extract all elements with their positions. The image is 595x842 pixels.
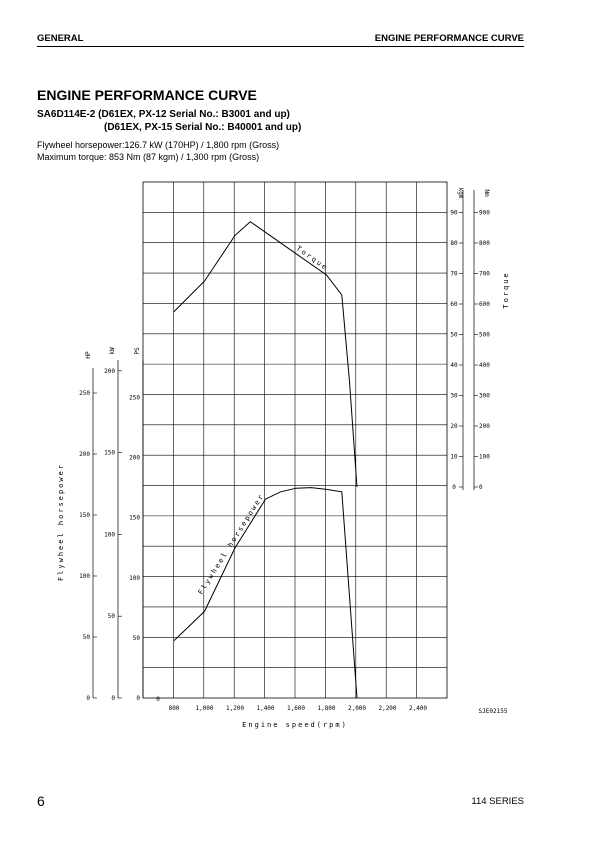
figure-code: SJE02155 <box>479 708 508 715</box>
hp-tick-label: 100 <box>79 573 90 580</box>
model-line-1: SA6D114E-2 (D61EX, PX-12 Serial No.: B30… <box>37 109 290 120</box>
kgm-tick-label: 10 <box>450 454 458 461</box>
x-tick-label: 1,000 <box>195 705 213 712</box>
nm-unit-label: Nm <box>483 189 490 197</box>
x-tick-label: 800 <box>169 705 180 712</box>
kgm-tick-label: 50 <box>450 332 458 339</box>
x-tick-label: 1,600 <box>287 705 305 712</box>
chart-grid <box>142 181 448 699</box>
nm-tick-label: 800 <box>479 240 490 247</box>
kw-tick-label: 200 <box>104 368 115 375</box>
nm-tick-label: 100 <box>479 454 490 461</box>
hp-tick-label: 150 <box>79 512 90 519</box>
hp-tick-label: 200 <box>79 451 90 458</box>
ps-tick-label: 100 <box>129 575 140 582</box>
nm-tick-label: 900 <box>479 210 490 217</box>
kgm-tick-label: 70 <box>450 271 458 278</box>
kgm-unit-label: kgm <box>457 188 464 199</box>
nm-tick-label: 500 <box>479 332 490 339</box>
nm-tick-label: 400 <box>479 362 490 369</box>
page-title: ENGINE PERFORMANCE CURVE <box>37 87 257 103</box>
series-name: 114 SERIES <box>471 796 524 807</box>
kgm-tick-label: 20 <box>450 423 458 430</box>
ps-tick-label: 150 <box>129 515 140 522</box>
ps-tick-label: 250 <box>129 395 140 402</box>
kgm-tick-label: 30 <box>450 393 458 400</box>
ps-tick-label: 200 <box>129 455 140 462</box>
nm-tick-label: 200 <box>479 423 490 430</box>
nm-tick-label: 0 <box>479 484 483 491</box>
kgm-tick-label: 80 <box>450 240 458 247</box>
kw-tick-label: 0 <box>111 695 115 702</box>
page-number: 6 <box>37 793 45 809</box>
torque-curve-label: Torque <box>295 244 330 272</box>
hp-tick-label: 250 <box>79 390 90 397</box>
ps-unit-label: PS <box>134 347 141 355</box>
x-tick-label: 1,800 <box>317 705 335 712</box>
kgm-tick-label: 60 <box>450 301 458 308</box>
kgm-tick-label: 90 <box>450 210 458 217</box>
x-tick-label: 1,400 <box>256 705 274 712</box>
x-tick-label: 2,200 <box>378 705 396 712</box>
x-tick-label: 2,000 <box>348 705 366 712</box>
kgm-tick-label: 0 <box>452 484 456 491</box>
torque-curve <box>173 221 358 488</box>
x-tick-label: 1,200 <box>226 705 244 712</box>
nm-tick-label: 600 <box>479 301 490 308</box>
kw-tick-label: 150 <box>104 450 115 457</box>
kw-tick-label: 100 <box>104 531 115 538</box>
nm-tick-label: 300 <box>479 393 490 400</box>
ps-tick-label: 50 <box>133 635 141 642</box>
x-axis-title: Engine speed(rpm) <box>242 721 348 729</box>
chart-axes: 800 1,000 1,200 1,400 1,600 1,800 2,000 2,200 2,… <box>79 190 490 712</box>
spec-horsepower: Flywheel horsepower:126.7 kW (170HP) / 1… <box>37 140 280 150</box>
header-rule <box>37 46 524 47</box>
chart-labels: Engine speed(rpm) SJE02155 HP kW PS Flywheel … <box>57 188 510 729</box>
x-tick-label: 2,400 <box>409 705 427 712</box>
kw-unit-label: kW <box>109 347 116 355</box>
model-line-2: (D61EX, PX-15 Serial No.: B40001 and up) <box>104 122 302 133</box>
x-zero-label: 0 <box>156 696 160 703</box>
kw-tick-label: 50 <box>108 613 116 620</box>
nm-tick-label: 700 <box>479 271 490 278</box>
right-axis-title: Torque <box>502 271 510 308</box>
chart-series <box>173 221 358 699</box>
left-axis-title: Flywheel horsepower <box>57 463 65 581</box>
header-page-topic: ENGINE PERFORMANCE CURVE <box>374 33 524 44</box>
horsepower-curve <box>173 487 358 699</box>
hp-tick-label: 50 <box>83 634 91 641</box>
hp-unit-label: HP <box>85 351 92 359</box>
header-section-title: GENERAL <box>37 33 84 44</box>
kgm-tick-label: 40 <box>450 362 458 369</box>
spec-torque: Maximum torque: 853 Nm (87 kgm) / 1,300 … <box>37 152 260 162</box>
hp-tick-label: 0 <box>86 695 90 702</box>
horsepower-curve-label: Flywheel horsepower <box>197 492 266 596</box>
ps-tick-label: 0 <box>136 695 140 702</box>
